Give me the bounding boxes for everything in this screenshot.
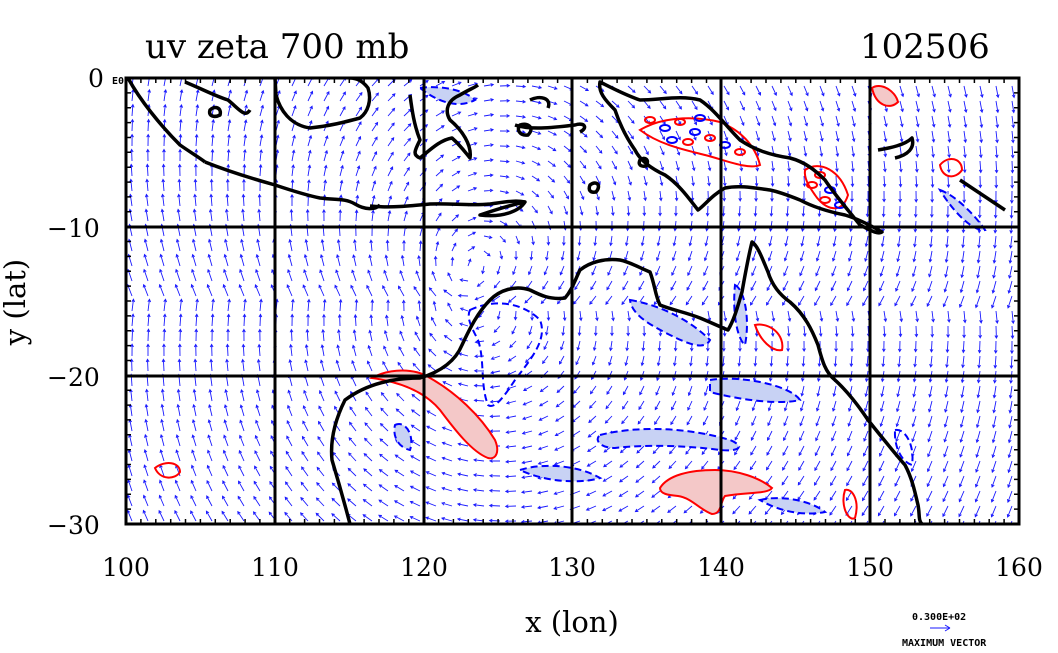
vorticity-eddy — [694, 114, 706, 122]
x-axis-title: x (lon) — [525, 605, 619, 639]
vorticity-eddy — [819, 196, 831, 204]
plot-date-label: 102506 — [860, 27, 990, 67]
y-tick-label: −20 — [47, 363, 100, 392]
y-axis-title: y (lat) — [0, 259, 32, 346]
x-tick-label: 140 — [697, 553, 745, 582]
coastline-island — [637, 156, 650, 168]
negative-vorticity-region — [709, 377, 802, 403]
positive-vorticity-region — [153, 462, 182, 479]
vorticity-eddy — [806, 181, 818, 189]
coastline-island — [587, 181, 601, 194]
coastline-java — [204, 160, 382, 211]
positive-vorticity-region — [870, 84, 900, 107]
vector-key-arrowhead — [944, 624, 951, 632]
y-tick-label: −10 — [47, 214, 100, 243]
coastline-australia — [329, 240, 924, 524]
coastlines — [126, 78, 1006, 524]
negative-vorticity-region — [893, 428, 914, 467]
vorticity-eddy — [644, 116, 656, 124]
coastline-borneo — [184, 78, 372, 130]
coastline-sulawesi — [408, 83, 480, 160]
plot-title: uv zeta 700 mb — [145, 27, 409, 67]
vorticity-eddy — [666, 136, 678, 144]
negative-vorticity-region — [937, 188, 987, 232]
y-tick-label: −30 — [47, 511, 100, 540]
coastline-lesser-sunda — [369, 199, 526, 209]
coastline-timor — [478, 200, 527, 218]
x-tick-label: 120 — [400, 553, 448, 582]
coastline-solomons — [959, 178, 1006, 212]
vorticity-eddy — [674, 118, 686, 126]
positive-vorticity-region — [938, 158, 964, 178]
coastline-island — [207, 105, 223, 119]
negative-vorticity-region — [628, 298, 712, 347]
vorticity-eddy — [682, 138, 694, 146]
axis-ticks — [125, 77, 1020, 525]
vector-key-caption: MAXIMUM VECTOR — [902, 638, 987, 649]
x-tick-label: 130 — [548, 553, 596, 582]
vorticity-eddy — [689, 128, 701, 136]
positive-vorticity-region — [842, 488, 858, 520]
y-exponent-label: E0 — [112, 76, 124, 87]
vorticity-eddy — [659, 124, 671, 132]
coastline-island — [516, 122, 533, 137]
vorticity-eddy — [734, 148, 746, 156]
vorticity-eddy — [814, 171, 826, 179]
negative-vorticity-region — [393, 423, 413, 452]
coastline-sumatra — [126, 78, 207, 164]
x-tick-label: 100 — [102, 553, 150, 582]
y-tick-label: 0 — [88, 64, 104, 93]
vorticity-eddy — [704, 134, 716, 142]
positive-vorticity-region — [658, 468, 774, 516]
vorticity-contours — [153, 84, 987, 520]
x-tick-label: 150 — [846, 553, 894, 582]
positive-vorticity-region — [753, 323, 784, 352]
x-tick-label: 110 — [251, 553, 299, 582]
x-tick-label: 160 — [995, 553, 1043, 582]
negative-vorticity-region — [517, 464, 603, 483]
vector-key-value: 0.300E+02 — [912, 612, 966, 623]
positive-vorticity-region — [803, 165, 850, 210]
coastline-new-britain — [877, 136, 915, 160]
negative-vorticity-region — [596, 427, 740, 452]
positive-vorticity-region — [368, 369, 499, 460]
grid-lines — [126, 78, 1019, 524]
negative-vorticity-region — [467, 302, 543, 407]
negative-vorticity-region — [417, 86, 477, 105]
tick-mark — [125, 77, 1020, 525]
coastline-new-guinea — [597, 80, 884, 235]
positive-vorticity-region — [638, 117, 762, 168]
negative-vorticity-region — [757, 497, 828, 515]
